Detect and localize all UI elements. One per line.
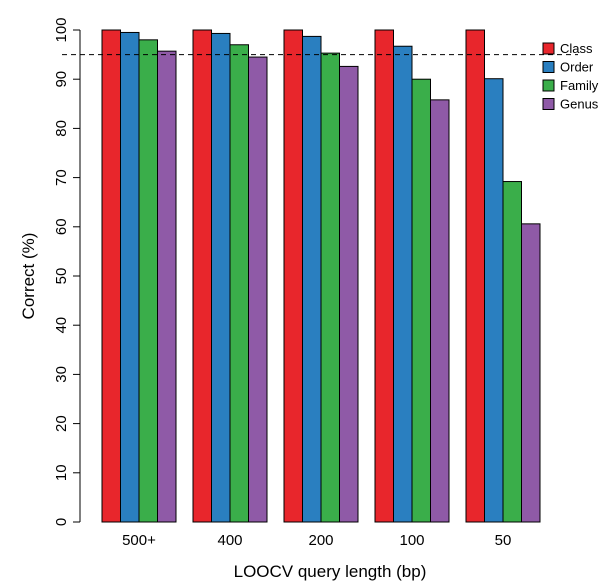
bar-400-order (211, 32, 231, 523)
bars-group (101, 29, 541, 523)
y-tick-label-60: 60 (53, 218, 70, 235)
legend-swatch-genus (542, 98, 555, 110)
y-tick-label-90: 90 (53, 71, 70, 88)
x-tick-label-4: 50 (495, 532, 512, 549)
legend-swatch-class (542, 42, 555, 55)
bar-500+-class (101, 29, 121, 523)
x-tick-label-2: 200 (308, 532, 333, 549)
legend-swatch-family (542, 79, 555, 92)
bar-500+-family (138, 39, 158, 523)
bar-200-order (302, 35, 322, 523)
legend-label-order: Order (560, 60, 594, 75)
y-tick-label-30: 30 (53, 366, 70, 383)
legend-label-family: Family (560, 78, 599, 93)
bar-100-family (411, 78, 431, 523)
bar-200-genus (339, 65, 359, 523)
bar-400-genus (248, 56, 268, 523)
x-axis: 500+ 400 200 100 50 (122, 532, 511, 549)
y-tick-label-10: 10 (53, 464, 70, 481)
x-tick-label-1: 400 (217, 532, 242, 549)
y-axis-title: Correct (%) (19, 233, 38, 320)
x-tick-label-0: 500+ (122, 532, 156, 549)
bar-50-order (484, 78, 504, 523)
bar-100-class (374, 29, 394, 523)
bar-200-class (283, 29, 303, 523)
y-tick-label-40: 40 (53, 317, 70, 334)
bar-50-genus (521, 223, 541, 523)
legend-label-genus: Genus (560, 97, 599, 112)
bar-500+-order (120, 31, 140, 523)
bar-200-family (320, 52, 340, 523)
legend: Class Order Family Genus (542, 41, 599, 112)
bar-50-family (502, 181, 522, 523)
bar-100-order (393, 45, 413, 523)
legend-swatch-order (542, 61, 555, 73)
y-axis: 0 10 20 30 40 50 60 70 80 90 100 (53, 17, 81, 526)
bar-50-class (465, 29, 485, 523)
y-tick-label-0: 0 (53, 518, 70, 526)
bar-400-family (229, 44, 249, 523)
bar-500+-genus (157, 50, 177, 523)
y-tick-label-100: 100 (53, 17, 70, 42)
y-tick-label-70: 70 (53, 169, 70, 186)
bar-400-class (192, 29, 212, 523)
x-axis-title: LOOCV query length (bp) (234, 562, 427, 581)
legend-label-class: Class (560, 41, 593, 56)
y-tick-label-80: 80 (53, 120, 70, 137)
x-tick-label-3: 100 (399, 532, 424, 549)
y-tick-label-20: 20 (53, 415, 70, 432)
y-tick-label-50: 50 (53, 268, 70, 285)
bar-100-genus (430, 99, 450, 523)
